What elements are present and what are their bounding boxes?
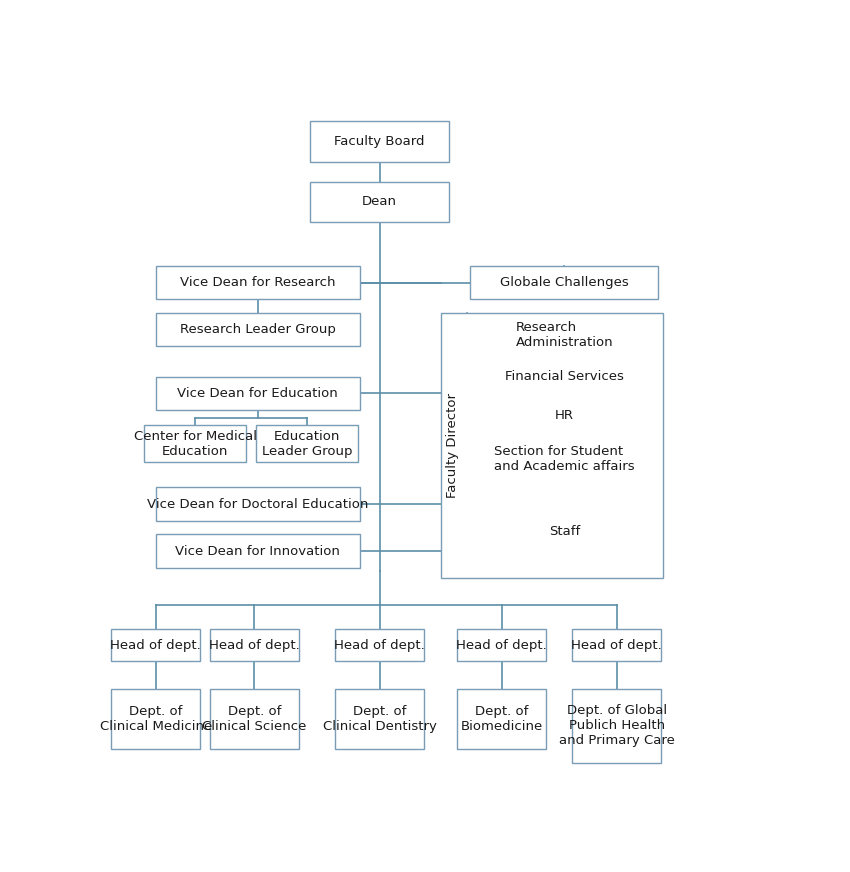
Text: Dept. of Global
Publich Health
and Primary Care: Dept. of Global Publich Health and Prima… [558, 705, 675, 747]
FancyBboxPatch shape [111, 689, 200, 749]
FancyBboxPatch shape [310, 121, 449, 161]
Text: Center for Medical
Education: Center for Medical Education [133, 430, 257, 458]
Text: Vice Dean for Innovation: Vice Dean for Innovation [175, 545, 340, 558]
FancyBboxPatch shape [210, 689, 299, 749]
FancyBboxPatch shape [156, 377, 360, 410]
FancyBboxPatch shape [144, 426, 246, 462]
Text: Dept. of
Clinical Science: Dept. of Clinical Science [202, 705, 307, 733]
FancyBboxPatch shape [156, 313, 360, 346]
FancyBboxPatch shape [572, 689, 661, 763]
Text: Head of dept.: Head of dept. [334, 638, 425, 651]
Text: Faculty Director: Faculty Director [445, 393, 459, 498]
FancyBboxPatch shape [457, 629, 546, 661]
FancyBboxPatch shape [470, 266, 658, 299]
Text: Section for Student
and Academic affairs: Section for Student and Academic affairs [495, 445, 635, 473]
Text: Faculty Board: Faculty Board [334, 135, 425, 148]
Text: Financial Services: Financial Services [505, 370, 624, 383]
Text: Globale Challenges: Globale Challenges [500, 276, 628, 290]
FancyBboxPatch shape [335, 689, 424, 749]
Text: Head of dept.: Head of dept. [571, 638, 662, 651]
Text: Research Leader Group: Research Leader Group [180, 323, 336, 336]
Text: Research
Administration: Research Administration [516, 321, 614, 349]
Text: Vice Dean for Research: Vice Dean for Research [180, 276, 336, 290]
FancyBboxPatch shape [310, 182, 449, 222]
FancyBboxPatch shape [256, 426, 358, 462]
Text: Vice Dean for Doctoral Education: Vice Dean for Doctoral Education [147, 498, 368, 511]
FancyBboxPatch shape [156, 535, 360, 568]
Text: Head of dept.: Head of dept. [456, 638, 547, 651]
FancyBboxPatch shape [210, 629, 299, 661]
Text: Education
Leader Group: Education Leader Group [262, 430, 353, 458]
FancyBboxPatch shape [111, 629, 200, 661]
Text: Staff: Staff [549, 524, 581, 537]
FancyBboxPatch shape [156, 266, 360, 299]
Text: Head of dept.: Head of dept. [110, 638, 201, 651]
Text: Dept. of
Clinical Dentistry: Dept. of Clinical Dentistry [323, 705, 437, 733]
FancyBboxPatch shape [457, 689, 546, 749]
Text: Dean: Dean [362, 195, 397, 208]
FancyBboxPatch shape [441, 313, 663, 578]
FancyBboxPatch shape [156, 487, 360, 521]
Text: Head of dept.: Head of dept. [209, 638, 300, 651]
FancyBboxPatch shape [335, 629, 424, 661]
Text: Dept. of
Clinical Medicine: Dept. of Clinical Medicine [99, 705, 212, 733]
Text: Vice Dean for Education: Vice Dean for Education [178, 387, 338, 400]
FancyBboxPatch shape [572, 629, 661, 661]
Text: HR: HR [555, 409, 575, 422]
Text: Dept. of
Biomedicine: Dept. of Biomedicine [461, 705, 542, 733]
